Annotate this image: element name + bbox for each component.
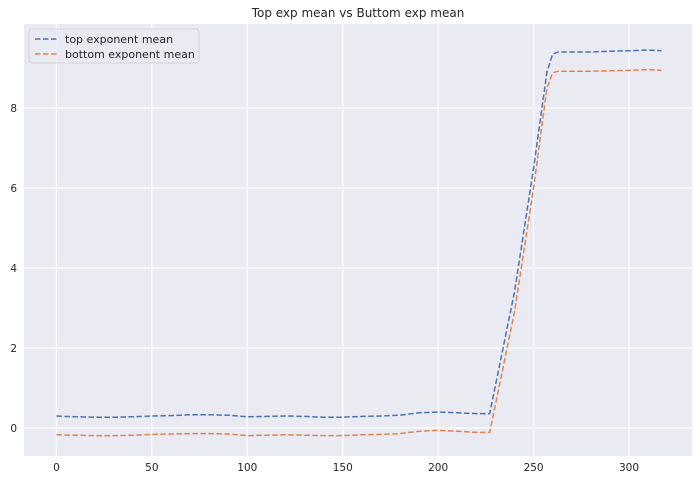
x-tick-label: 200 (428, 462, 448, 474)
legend-frame (28, 28, 200, 64)
chart-title: Top exp mean vs Buttom exp mean (251, 6, 465, 20)
x-tick-label: 300 (619, 462, 639, 474)
y-tick-label: 8 (10, 103, 17, 115)
x-axis-ticks: 0 50 100 150 200 250 300 (53, 462, 639, 474)
series-line-0 (56, 49, 662, 418)
grid-lines (24, 24, 692, 456)
y-tick-label: 2 (10, 343, 17, 355)
legend-label: top exponent mean (65, 33, 173, 46)
y-tick-label: 0 (10, 423, 17, 435)
plot-area (24, 24, 692, 456)
x-tick-label: 250 (524, 462, 544, 474)
x-tick-label: 0 (53, 462, 60, 474)
x-tick-label: 50 (145, 462, 158, 474)
y-axis-ticks: 0 2 4 6 8 (10, 103, 17, 435)
legend-label: bottom exponent mean (65, 48, 195, 61)
y-tick-label: 4 (10, 263, 17, 275)
series-line-1 (56, 68, 662, 437)
series-layer (56, 49, 662, 437)
y-tick-label: 6 (10, 183, 17, 195)
x-tick-label: 100 (237, 462, 257, 474)
x-tick-label: 150 (333, 462, 353, 474)
legend: top exponent mean bottom exponent mean (28, 28, 200, 64)
